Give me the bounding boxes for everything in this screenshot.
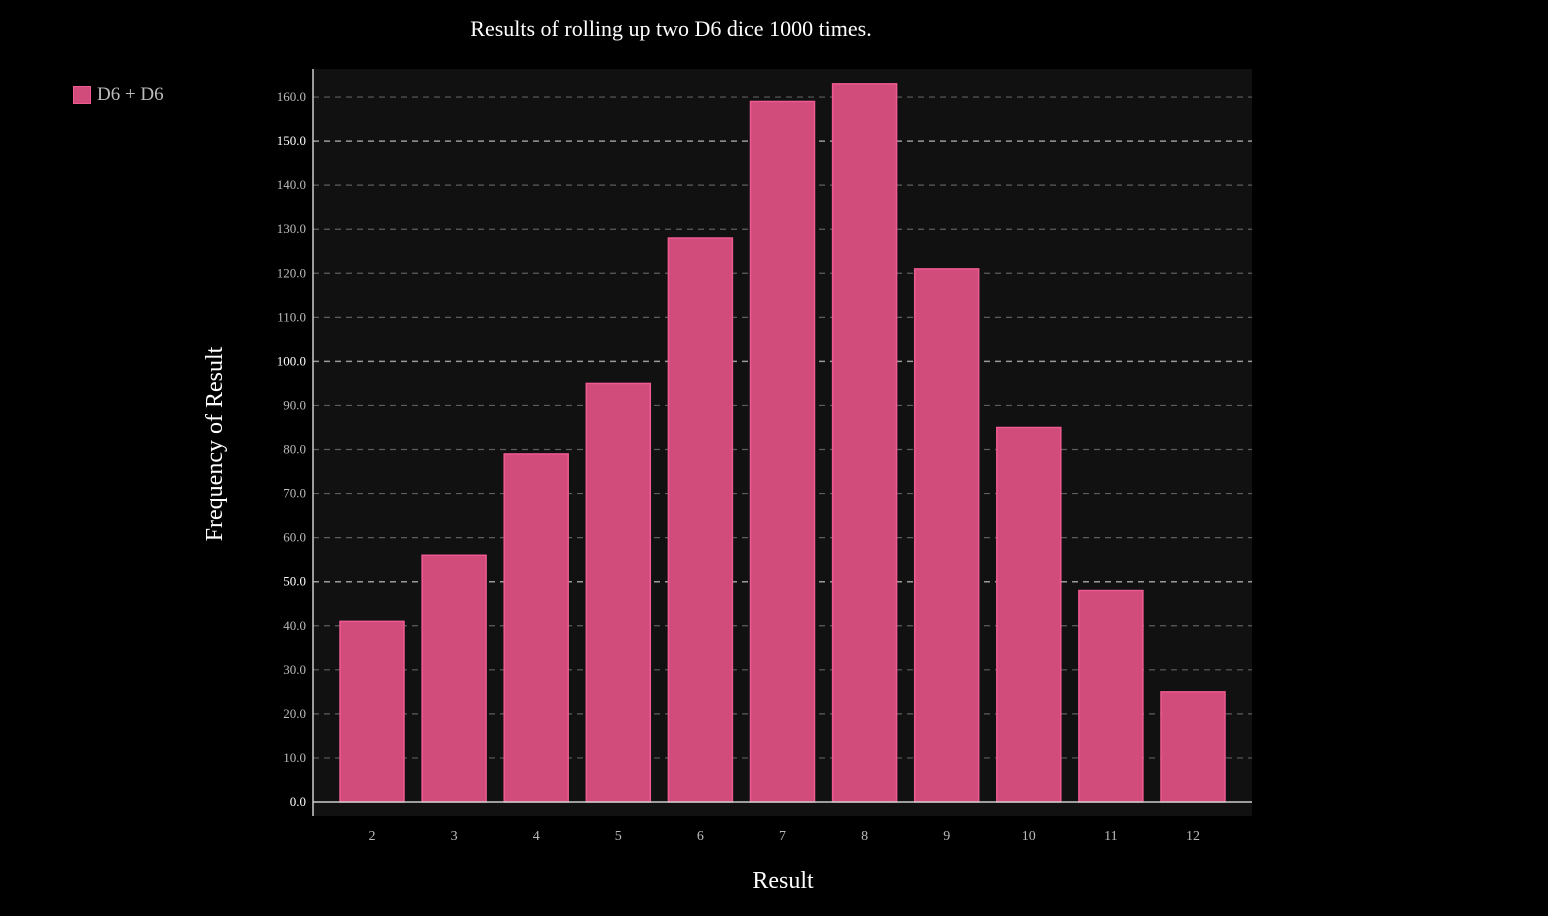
bar [749,100,816,803]
y-tick-label: 110.0 [277,309,306,324]
bar [585,382,652,803]
y-tick-label: 10.0 [283,750,306,765]
y-tick-label: 30.0 [283,662,306,677]
x-tick-label: 2 [369,829,376,844]
y-tick-label: 130.0 [277,221,306,236]
legend-swatch [73,86,91,104]
y-tick-label: 160.0 [277,89,306,104]
x-tick-labels: 2 3 4 5 6 7 8 9 10 11 12 [369,829,1201,844]
x-tick-label: 8 [861,829,868,844]
x-tick-label: 7 [779,829,786,844]
x-tick-label: 10 [1022,829,1036,844]
bar [421,554,487,803]
x-tick-label: 12 [1186,829,1200,844]
y-tick-label: 150.0 [277,133,306,148]
y-tick-label: 90.0 [283,397,306,412]
bar [667,237,734,803]
bar [996,426,1062,803]
bar [339,620,405,803]
y-axis-label: Frequency of Result [202,346,228,541]
x-axis-label: Result [752,868,814,894]
y-tick-label: 70.0 [283,486,306,501]
bar [831,83,898,803]
x-tick-label: 11 [1104,829,1117,844]
bar [1160,691,1226,803]
bar [913,268,980,803]
y-tick-label: 100.0 [277,353,306,368]
y-tick-label: 40.0 [283,618,306,633]
x-tick-label: 3 [451,829,458,844]
x-tick-label: 5 [615,829,622,844]
legend-label: D6 + D6 [97,84,164,105]
y-tick-labels: 0.0 10.0 20.0 30.0 40.0 50.0 60.0 70.0 80.0 90.0 1… [277,89,306,809]
chart-title: Results of rolling up two D6 dice 1000 t… [470,16,872,41]
y-tick-label: 50.0 [283,574,306,589]
x-tick-label: 9 [943,829,950,844]
y-tick-label: 140.0 [277,177,306,192]
y-tick-label: 20.0 [283,706,306,721]
legend: D6 + D6 [73,84,164,106]
bar [1078,589,1144,803]
y-tick-label: 0.0 [290,794,306,809]
y-tick-label: 80.0 [283,442,306,457]
bar [503,453,569,803]
y-tick-label: 60.0 [283,530,306,545]
bars [339,83,1226,803]
y-tick-label: 120.0 [277,265,306,280]
x-tick-label: 4 [533,829,540,844]
x-tick-label: 6 [697,829,704,844]
